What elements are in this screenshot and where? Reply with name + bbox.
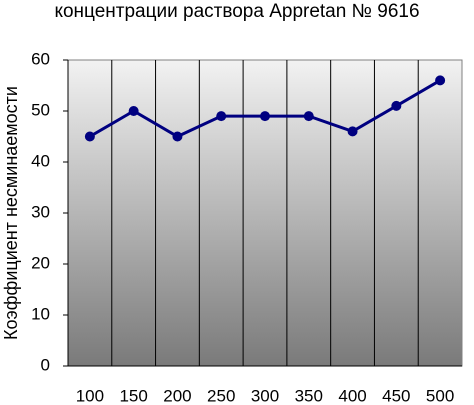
y-tick-label: 30 [31, 202, 50, 221]
x-tick-label: 500 [426, 386, 454, 405]
y-tick-label: 40 [31, 151, 50, 170]
point [84, 131, 95, 142]
plot-area [67, 59, 463, 367]
y-tick-label: 0 [41, 355, 50, 374]
y-tick-label: 20 [31, 253, 50, 272]
y-tick-label: 10 [31, 304, 50, 323]
x-tick-label: 200 [163, 386, 191, 405]
chart-title: концентрации раствора Appretan № 9616 [54, 1, 419, 22]
x-tick-label: 150 [119, 386, 147, 405]
point [435, 75, 446, 86]
point [216, 111, 227, 122]
y-tick-label: 60 [31, 49, 50, 68]
x-tick-label: 300 [251, 386, 279, 405]
point [260, 111, 270, 122]
point [347, 126, 358, 137]
point [391, 100, 402, 111]
x-tick-label: 250 [207, 386, 235, 405]
y-axis-label: Коэффициент несминаемости [1, 86, 21, 340]
x-tick-label: 350 [295, 386, 323, 405]
point [128, 106, 139, 116]
point [303, 111, 314, 122]
point [172, 131, 183, 142]
x-tick-label: 450 [382, 386, 410, 405]
x-tick-label: 100 [76, 386, 104, 405]
y-tick-label: 50 [31, 100, 50, 119]
x-tick-label: 400 [338, 386, 366, 405]
